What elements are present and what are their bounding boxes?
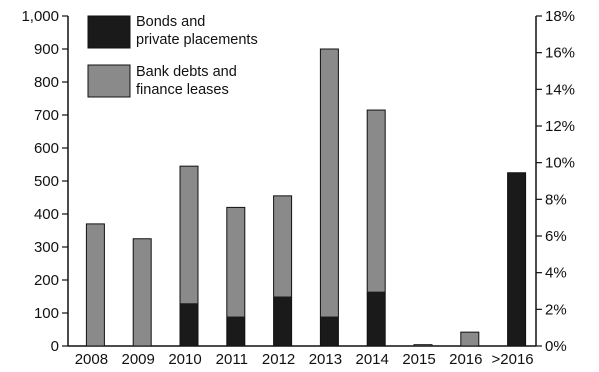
bar-bonds-2012 [273, 296, 292, 346]
left-tick-label: 100 [34, 305, 59, 322]
left-tick-label: 800 [34, 74, 59, 91]
left-tick-label: 700 [34, 107, 59, 124]
right-tick-label: 12% [545, 118, 575, 135]
left-tick-label: 500 [34, 173, 59, 190]
right-tick-label: 14% [545, 81, 575, 98]
bar-bonds-2014 [367, 291, 386, 346]
left-tick-label: 400 [34, 206, 59, 223]
legend-label-bank-line1: Bank debts and [136, 64, 237, 80]
bar-outline-2011 [226, 206, 246, 347]
bar-bonds-2013 [320, 316, 339, 346]
bar-outline-2012 [273, 195, 293, 347]
bar-bank-2010 [180, 166, 198, 304]
right-tick-label: 0% [545, 338, 567, 355]
left-tick-label: 200 [34, 272, 59, 289]
x-tick-label: 2013 [309, 351, 342, 368]
bar-outline-2008 [85, 223, 105, 347]
legend-label-bonds-line1: Bonds and [136, 14, 205, 30]
left-tick-group: 0 100 200 300 400 500 600 700 800 900 1,000 [21, 8, 68, 355]
right-tick-label: 8% [545, 191, 567, 208]
x-tick-label: 2016 [449, 351, 482, 368]
left-tick-label: 0 [51, 338, 59, 355]
right-tick-label: 16% [545, 45, 575, 62]
legend-label-bonds-line2: private placements [136, 32, 258, 48]
bar-outline-2013 [319, 48, 339, 347]
x-tick-label: 2008 [75, 351, 108, 368]
x-tick-label: >2016 [492, 351, 534, 368]
bar-outline->2016 [507, 172, 527, 347]
x-tick-label: 2010 [168, 351, 201, 368]
right-tick-group: 0% 2% 4% 6% 8% 10% 12% 14% 16% 18% [536, 8, 575, 355]
bar-bank-2015 [414, 344, 432, 346]
bar-bank-2008 [86, 223, 105, 346]
right-tick-label: 4% [545, 265, 567, 282]
bars-group [85, 48, 527, 347]
bar-bonds-2011 [226, 316, 245, 346]
legend-swatch-bonds [87, 15, 131, 49]
bar-bank-2009 [133, 238, 152, 346]
right-tick-label: 6% [545, 228, 567, 245]
bar-bank-2016 [460, 332, 479, 346]
x-tick-label: 2015 [402, 351, 435, 368]
right-tick-label: 18% [545, 8, 575, 25]
legend-label-bank-line2: finance leases [136, 82, 229, 98]
bar-outline-2009 [132, 238, 152, 347]
bar-bank-2013 [320, 49, 339, 317]
bar-bank-2012 [273, 195, 292, 297]
left-tick-label: 300 [34, 239, 59, 256]
bar-bonds->2016 [507, 172, 526, 346]
bar-bonds-2010 [180, 303, 198, 346]
bar-outline-2015 [413, 344, 433, 347]
x-tick-labels: 2008 2009 2010 2011 2012 2013 2014 2015 2016 >201… [75, 351, 534, 368]
right-tick-label: 2% [545, 301, 567, 318]
right-tick-label: 10% [545, 155, 575, 172]
legend: Bonds and private placements Bank debts … [87, 14, 258, 98]
bar-outline-2016 [460, 331, 480, 347]
left-tick-label: 1,000 [21, 8, 59, 25]
x-tick-label: 2011 [216, 351, 248, 368]
bar-outline-2014 [366, 109, 386, 347]
bar-outline-2010 [179, 165, 199, 347]
left-tick-label: 600 [34, 140, 59, 157]
x-tick-label: 2012 [262, 351, 295, 368]
x-tick-label: 2009 [122, 351, 155, 368]
left-tick-label: 900 [34, 41, 59, 58]
bar-bank-2011 [226, 207, 245, 317]
legend-swatch-bank [87, 64, 131, 98]
x-tick-label: 2014 [356, 351, 389, 368]
bar-bank-2014 [367, 110, 386, 292]
